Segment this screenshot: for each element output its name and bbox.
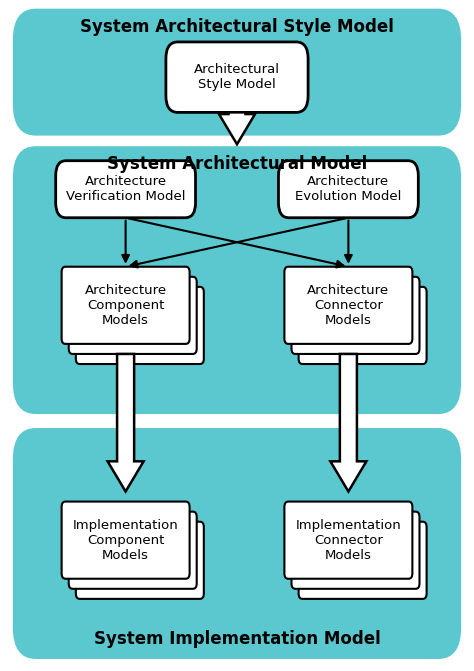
Text: System Implementation Model: System Implementation Model <box>94 630 380 648</box>
Text: System Architectural Model: System Architectural Model <box>107 156 367 173</box>
Polygon shape <box>330 354 366 491</box>
Polygon shape <box>219 113 255 144</box>
FancyBboxPatch shape <box>299 287 427 364</box>
Text: Architectural
Style Model: Architectural Style Model <box>194 63 280 91</box>
FancyBboxPatch shape <box>56 161 195 217</box>
Text: Architecture
Evolution Model: Architecture Evolution Model <box>295 175 401 203</box>
FancyBboxPatch shape <box>14 148 460 413</box>
Text: Implementation
Connector
Models: Implementation Connector Models <box>295 519 401 562</box>
Text: System Architectural Style Model: System Architectural Style Model <box>80 18 394 36</box>
FancyBboxPatch shape <box>62 502 190 578</box>
FancyBboxPatch shape <box>166 42 308 113</box>
FancyBboxPatch shape <box>299 522 427 599</box>
Polygon shape <box>108 354 144 491</box>
Text: Architecture
Connector
Models: Architecture Connector Models <box>307 284 390 327</box>
FancyBboxPatch shape <box>14 10 460 134</box>
FancyBboxPatch shape <box>76 287 204 364</box>
FancyBboxPatch shape <box>69 276 197 354</box>
FancyBboxPatch shape <box>62 266 190 344</box>
FancyBboxPatch shape <box>292 511 419 589</box>
FancyBboxPatch shape <box>284 266 412 344</box>
FancyBboxPatch shape <box>292 276 419 354</box>
Text: Architecture
Verification Model: Architecture Verification Model <box>66 175 185 203</box>
FancyBboxPatch shape <box>76 522 204 599</box>
FancyBboxPatch shape <box>279 161 418 217</box>
FancyBboxPatch shape <box>69 511 197 589</box>
FancyBboxPatch shape <box>284 502 412 578</box>
Text: Architecture
Component
Models: Architecture Component Models <box>84 284 167 327</box>
FancyBboxPatch shape <box>14 429 460 658</box>
Text: Implementation
Component
Models: Implementation Component Models <box>73 519 179 562</box>
